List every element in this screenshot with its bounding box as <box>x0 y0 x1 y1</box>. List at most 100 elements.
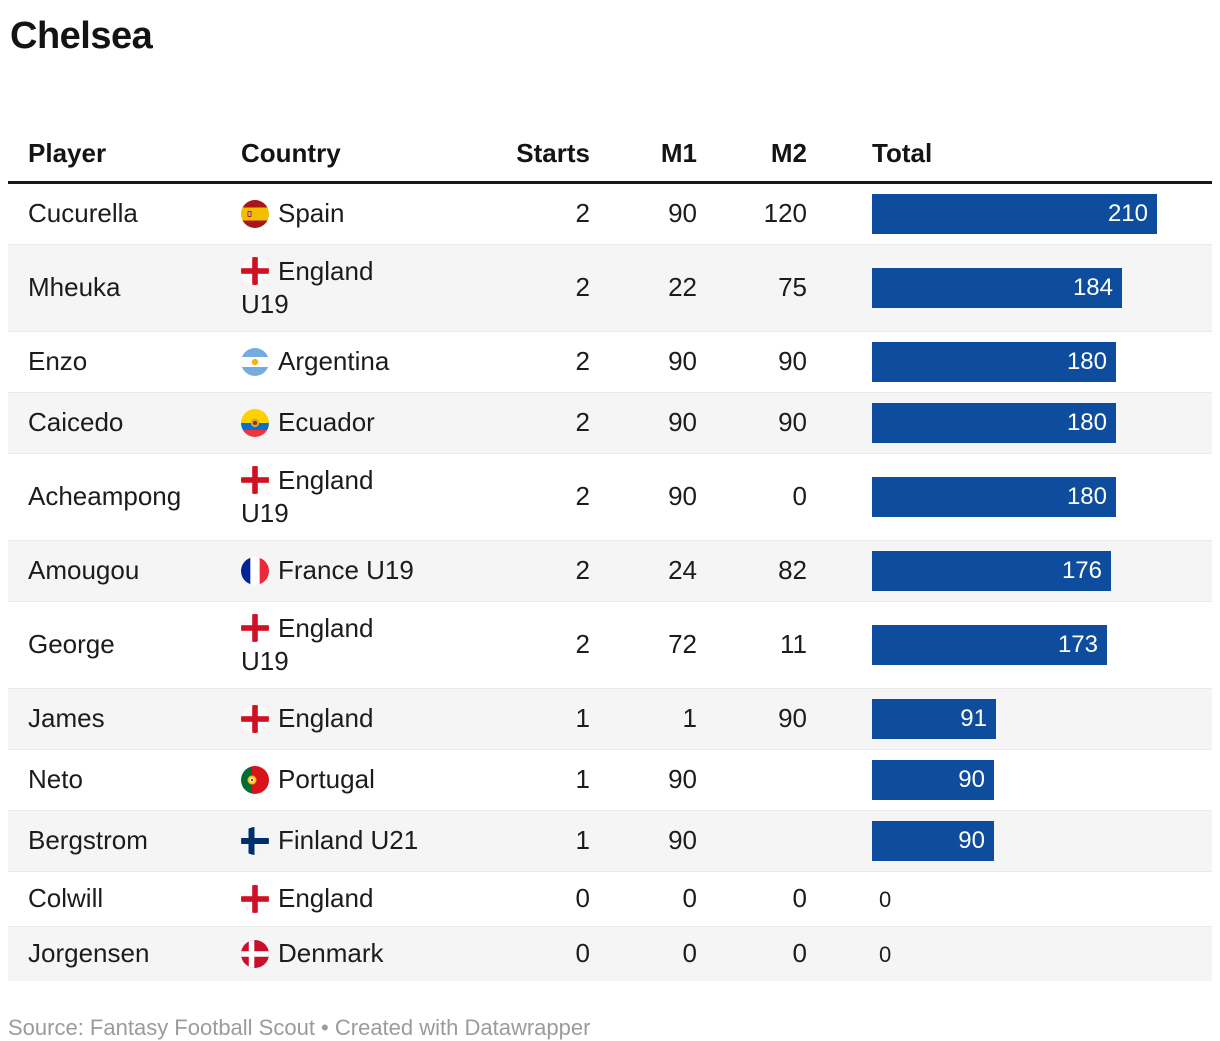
m1-value: 0 <box>682 883 697 914</box>
starts-value: 2 <box>575 555 590 586</box>
country-line1: England <box>241 882 441 915</box>
country-cell: England U19 <box>241 255 441 321</box>
total-cell: 173 <box>807 624 1212 665</box>
m2-value: 90 <box>778 346 807 377</box>
m1-value: 90 <box>668 825 697 856</box>
country-cell: Spain <box>241 197 441 230</box>
country-name: France U19 <box>278 555 414 586</box>
country-cell: England <box>241 702 441 735</box>
country-line1: Argentina <box>241 345 441 378</box>
player-name: James <box>28 703 105 734</box>
total-bar: 173 <box>872 624 1107 665</box>
m1-value: 90 <box>668 764 697 795</box>
country-name-line2: U19 <box>241 288 289 319</box>
country-name: Finland U21 <box>278 825 419 856</box>
country-line1: England <box>241 255 441 288</box>
m1-value: 90 <box>668 198 697 229</box>
total-zero-label: 0 <box>879 886 892 912</box>
chart-container: Chelsea Player Country Starts M1 M2 Tota… <box>0 14 1220 1041</box>
player-name: George <box>28 629 115 660</box>
player-name: Caicedo <box>28 407 124 438</box>
total-cell: 184 <box>807 267 1212 308</box>
starts-value: 2 <box>575 346 590 377</box>
table-body: Cucurella Spain 2 90 120 210 Mheuka England U19 2… <box>8 184 1212 981</box>
total-bar: 180 <box>872 402 1116 443</box>
country-name: Portugal <box>278 764 375 795</box>
player-name: Acheampong <box>28 481 182 512</box>
total-cell: 90 <box>807 759 1212 800</box>
total-bar-label: 90 <box>958 766 985 794</box>
m2-value: 82 <box>778 555 807 586</box>
total-cell: 180 <box>807 402 1212 443</box>
m1-value: 0 <box>682 938 697 969</box>
column-header-total: Total <box>872 137 933 168</box>
m2-value: 11 <box>780 629 807 660</box>
total-bar-label: 184 <box>1072 274 1113 302</box>
country-name: England <box>278 255 374 286</box>
total-bar: 210 <box>872 193 1157 234</box>
column-header-country: Country <box>241 137 341 168</box>
flag-ecuador-icon <box>241 408 278 437</box>
country-cell: Portugal <box>241 763 441 796</box>
starts-value: 0 <box>575 883 590 914</box>
starts-value: 2 <box>575 198 590 229</box>
total-bar: 91 <box>872 698 996 739</box>
country-name-line2: U19 <box>241 497 289 528</box>
table-row: Neto Portugal 1 90 90 <box>8 748 1212 810</box>
column-header-player: Player <box>28 137 107 168</box>
country-name-line2: U19 <box>241 645 289 676</box>
total-bar-label: 176 <box>1061 557 1102 585</box>
starts-value: 0 <box>575 938 590 969</box>
table-row: Cucurella Spain 2 90 120 210 <box>8 184 1212 244</box>
m1-value: 90 <box>668 407 697 438</box>
total-bar-label: 91 <box>960 705 987 733</box>
m1-value: 1 <box>682 703 697 734</box>
country-cell: Denmark <box>241 937 441 970</box>
flag-argentina-icon <box>241 347 278 376</box>
country-line1: England <box>241 702 441 735</box>
flag-france-icon <box>241 556 278 585</box>
table-row: Colwill England 0 0 0 0 <box>8 870 1212 926</box>
flag-england-icon <box>241 704 278 733</box>
country-name: England <box>278 703 374 734</box>
total-bar: 90 <box>872 759 994 800</box>
country-line1: Spain <box>241 197 441 230</box>
country-cell: France U19 <box>241 554 441 587</box>
player-name: Colwill <box>28 883 104 914</box>
table-row: Amougou France U19 2 24 82 176 <box>8 539 1212 601</box>
flag-denmark-icon <box>241 939 278 968</box>
starts-value: 1 <box>575 825 590 856</box>
player-name: Bergstrom <box>28 825 148 856</box>
table-row: George England U19 2 72 11 173 <box>8 600 1212 688</box>
starts-value: 1 <box>575 703 590 734</box>
total-cell: 180 <box>807 476 1212 517</box>
total-cell: 180 <box>807 341 1212 382</box>
player-name: Neto <box>28 764 83 795</box>
total-cell: 0 <box>807 882 1212 916</box>
country-cell: Finland U21 <box>241 824 441 857</box>
flag-finland-icon <box>241 826 278 855</box>
country-name: Ecuador <box>278 407 375 438</box>
country-line1: England <box>241 612 441 645</box>
column-header-starts: Starts <box>516 137 590 168</box>
m2-value: 0 <box>792 481 807 512</box>
starts-value: 2 <box>575 481 590 512</box>
country-name: England <box>278 464 374 495</box>
m2-value: 0 <box>792 883 807 914</box>
m1-value: 90 <box>668 346 697 377</box>
country-line1: Portugal <box>241 763 441 796</box>
total-cell: 210 <box>807 193 1212 234</box>
country-line1: Denmark <box>241 937 441 970</box>
table-row: Mheuka England U19 2 22 75 184 <box>8 243 1212 331</box>
starts-value: 1 <box>575 764 590 795</box>
total-bar: 180 <box>872 341 1116 382</box>
country-cell: Ecuador <box>241 406 441 439</box>
flag-england-icon <box>241 257 278 286</box>
total-cell: 176 <box>807 550 1212 591</box>
country-cell: Argentina <box>241 345 441 378</box>
country-name: Denmark <box>278 938 384 969</box>
total-bar: 180 <box>872 476 1116 517</box>
table-header-row: Player Country Starts M1 M2 Total <box>8 113 1212 184</box>
total-bar-label: 210 <box>1107 200 1148 228</box>
chart-title: Chelsea <box>10 15 153 57</box>
